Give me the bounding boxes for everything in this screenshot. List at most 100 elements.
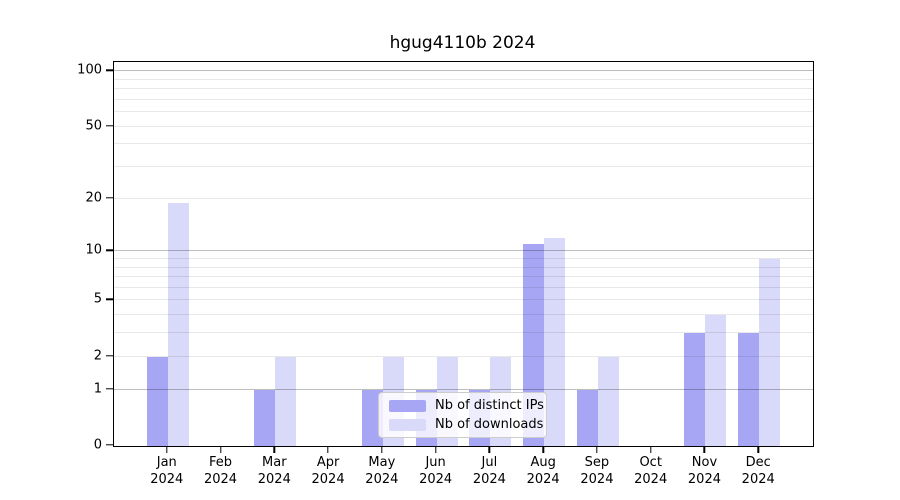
x-axis-label-year: 2024 xyxy=(150,471,184,487)
x-axis-label-year: 2024 xyxy=(472,471,506,487)
legend-swatch-downloads xyxy=(389,418,426,431)
bar-distinct-ips-jan xyxy=(146,356,168,446)
legend-swatch-distinct-ips xyxy=(389,399,426,412)
y-axis-tick-label: 1 xyxy=(93,381,102,397)
y-axis-tick-label: 100 xyxy=(77,62,102,78)
chart-title: hgug4110b 2024 xyxy=(389,33,536,53)
x-axis-label-year: 2024 xyxy=(203,471,238,487)
bar-distinct-ips-dec xyxy=(738,333,760,446)
bar-distinct-ips-sep xyxy=(576,389,598,446)
gridline-4 xyxy=(114,314,813,316)
gridline-100 xyxy=(114,70,813,72)
x-axis-label-month: Oct xyxy=(639,455,662,470)
x-axis-label-oct: Oct 2024 xyxy=(621,455,681,489)
x-axis-label-year: 2024 xyxy=(580,471,614,487)
x-axis-label-dec: Dec 2024 xyxy=(728,455,788,489)
x-axis-label-month: Sep xyxy=(584,455,610,470)
x-axis-tick xyxy=(219,446,222,453)
x-axis-label-jan: Jan 2024 xyxy=(137,455,197,489)
x-axis-tick xyxy=(488,446,491,453)
legend-label-distinct-ips: Nb of distinct IPs xyxy=(435,398,544,413)
gridline-60 xyxy=(114,111,813,113)
x-axis-label-may: May 2024 xyxy=(352,455,412,489)
x-axis-tick xyxy=(649,446,652,453)
gridline-80 xyxy=(114,88,813,90)
x-axis-label-month: Mar xyxy=(262,455,287,470)
bar-distinct-ips-nov xyxy=(684,333,706,446)
x-axis-label-month: Jul xyxy=(481,455,498,470)
x-axis-label-mar: Mar 2024 xyxy=(244,455,304,489)
gridline-40 xyxy=(114,143,813,145)
y-axis-tick xyxy=(106,124,113,127)
x-axis-label-nov: Nov 2024 xyxy=(674,455,734,489)
y-axis-tick xyxy=(106,387,113,390)
x-axis-label-year: 2024 xyxy=(687,471,721,487)
x-axis-label-month: Nov xyxy=(691,455,718,470)
gridline-20 xyxy=(114,197,813,199)
x-axis-tick xyxy=(703,446,706,453)
x-axis-label-sep: Sep 2024 xyxy=(567,455,627,489)
gridline-6 xyxy=(114,286,813,288)
x-axis-label-month: Feb xyxy=(209,455,233,470)
bar-downloads-nov xyxy=(705,315,727,446)
x-axis-label-year: 2024 xyxy=(311,471,345,487)
x-axis-label-year: 2024 xyxy=(365,471,399,487)
y-axis-tick-label: 50 xyxy=(85,118,102,134)
gridline-2 xyxy=(114,355,813,357)
gridline-9 xyxy=(114,257,813,259)
gridline-90 xyxy=(114,78,813,80)
y-axis-tick-label: 20 xyxy=(85,190,102,206)
bar-downloads-mar xyxy=(275,356,297,446)
y-axis-tick xyxy=(106,355,113,357)
y-axis-tick xyxy=(106,249,113,251)
x-axis-label-month: Dec xyxy=(745,455,771,470)
y-axis-tick xyxy=(106,298,113,301)
x-axis-label-jun: Jun 2024 xyxy=(406,455,466,489)
x-axis-label-year: 2024 xyxy=(634,471,668,487)
x-axis-label-month: Aug xyxy=(530,455,556,470)
plot-area: Nb of distinct IPs Nb of downloads xyxy=(113,61,814,447)
gridline-7 xyxy=(114,276,813,278)
x-axis-label-month: May xyxy=(368,455,396,470)
gridline-3 xyxy=(114,332,813,334)
bar-downloads-dec xyxy=(759,258,781,446)
y-axis-tick xyxy=(106,196,113,199)
y-axis-tick-label: 2 xyxy=(93,348,102,364)
x-axis-tick xyxy=(166,446,168,453)
x-axis-label-month: Jun xyxy=(425,455,446,470)
x-axis-tick xyxy=(273,446,275,453)
gridline-10 xyxy=(114,250,813,252)
gridline-70 xyxy=(114,98,813,100)
bar-distinct-ips-mar xyxy=(254,389,276,446)
bar-downloads-sep xyxy=(597,356,619,446)
x-axis-tick xyxy=(381,446,383,453)
bar-distinct-ips-may xyxy=(361,389,383,446)
legend-label-downloads: Nb of downloads xyxy=(435,417,544,432)
legend-item-distinct-ips: Nb of distinct IPs xyxy=(379,398,546,413)
x-axis-label-year: 2024 xyxy=(741,471,775,487)
x-axis-label-aug: Aug 2024 xyxy=(513,455,573,489)
gridline-30 xyxy=(114,166,813,168)
x-axis-tick xyxy=(327,446,329,453)
gridline-50 xyxy=(114,125,813,127)
gridline-5 xyxy=(114,299,813,301)
gridline-1 xyxy=(114,388,813,390)
x-axis-label-feb: Feb 2024 xyxy=(191,455,251,489)
x-axis-tick xyxy=(434,446,437,453)
x-axis-label-jul: Jul 2024 xyxy=(459,455,519,489)
legend: Nb of distinct IPs Nb of downloads xyxy=(378,392,547,438)
x-axis-label-year: 2024 xyxy=(526,471,560,487)
y-axis-tick xyxy=(106,444,113,446)
x-axis-tick xyxy=(757,446,759,453)
gridline-8 xyxy=(114,266,813,268)
y-axis-tick-label: 10 xyxy=(85,242,102,258)
y-axis-tick xyxy=(106,69,113,71)
x-axis-label-year: 2024 xyxy=(257,471,291,487)
x-axis-label-month: Jan xyxy=(156,455,177,470)
x-axis-tick xyxy=(542,446,544,453)
x-axis-label-year: 2024 xyxy=(419,471,453,487)
x-axis-label-apr: Apr 2024 xyxy=(298,455,358,489)
legend-item-downloads: Nb of downloads xyxy=(379,417,546,432)
y-axis-tick-label: 0 xyxy=(93,437,102,453)
